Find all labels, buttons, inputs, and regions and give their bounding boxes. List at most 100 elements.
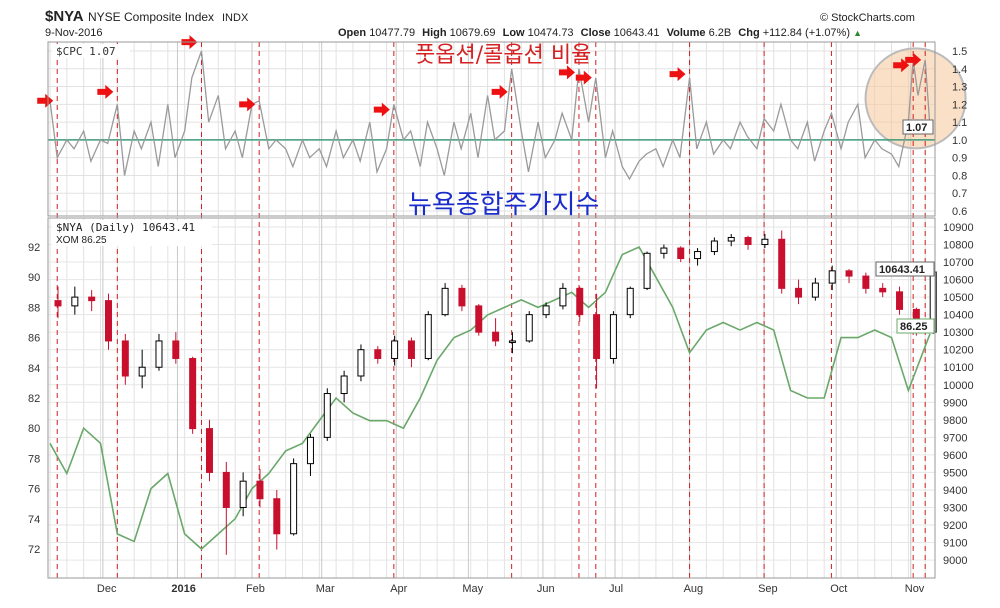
price-tick-label: 10200	[943, 345, 974, 357]
arrow-icon	[669, 67, 686, 82]
cpc-tick-label: 0.9	[952, 153, 967, 165]
low-value: 10474.73	[528, 27, 574, 39]
cpc-legend: $CPC 1.07	[56, 45, 116, 58]
cpc-tick-label: 1.3	[952, 82, 967, 94]
copyright: © StockCharts.com	[820, 12, 915, 24]
arrow-icon	[239, 97, 256, 112]
candle-down	[205, 428, 213, 473]
price-tick-label: 9900	[943, 397, 967, 409]
close-value: 10643.41	[614, 27, 660, 39]
price-tick-label: 10800	[943, 240, 974, 252]
arrow-icon	[558, 65, 575, 80]
x-tick-label: Nov	[905, 583, 925, 595]
candle-up	[626, 287, 634, 316]
x-tick-label: Feb	[246, 583, 265, 595]
candle-up	[424, 314, 432, 359]
x-tick-label: Sep	[758, 583, 778, 595]
candle-up	[609, 314, 617, 359]
price-tick-label: 9200	[943, 520, 967, 532]
candle-down	[104, 300, 112, 342]
candle-down	[593, 314, 601, 359]
arrow-icon	[373, 102, 390, 117]
price-tick-label: 10700	[943, 257, 974, 269]
high-label: High	[422, 27, 447, 39]
xom-legend: XOM 86.25	[56, 235, 107, 246]
candle-up	[559, 287, 567, 307]
candle-down	[222, 471, 230, 508]
cpc-panel	[48, 50, 935, 181]
candle-down	[256, 480, 264, 500]
candle-down	[475, 305, 483, 333]
cpc-legend-bg	[52, 44, 130, 58]
candle-up	[542, 305, 550, 316]
nya-legend: $NYA (Daily) 10643.41	[56, 221, 195, 234]
chg-value: +112.84 (+1.07%)	[763, 27, 850, 39]
candle-down	[458, 287, 466, 307]
low-label: Low	[503, 27, 525, 39]
volume-label: Volume	[667, 27, 706, 39]
top-panel-frame	[47, 41, 936, 217]
cpc-tick-label: 1.1	[952, 117, 967, 129]
open-label: Open	[338, 27, 366, 39]
x-tick-label: Jul	[609, 583, 623, 595]
candle-down	[273, 498, 281, 535]
candle-down	[88, 296, 96, 302]
candle-up	[340, 375, 348, 395]
x-tick-label: Oct	[830, 583, 847, 595]
price-tick-label: 10000	[943, 380, 974, 392]
candle-down	[189, 357, 197, 430]
x-tick-label: Dec	[97, 583, 117, 595]
xom-tick-label: 74	[28, 514, 40, 526]
price-tick-label: 9100	[943, 538, 967, 550]
cpc-last-tag: 1.07	[902, 119, 934, 135]
candle-up	[761, 238, 769, 246]
xom-tick-label: 90	[28, 272, 40, 284]
exchange: INDX	[222, 12, 249, 24]
cpc-line	[49, 50, 931, 181]
arrow-icon	[97, 84, 114, 99]
price-tick-label: 9800	[943, 415, 967, 427]
main-panel-frame	[47, 217, 936, 579]
close-label: Close	[581, 27, 611, 39]
price-tick-label: 9600	[943, 450, 967, 462]
candle-up	[306, 436, 314, 465]
xom-line	[49, 245, 931, 551]
main-legend-bg	[52, 220, 212, 246]
xom-tick-label: 82	[28, 393, 40, 405]
x-tick-label: Jun	[537, 583, 555, 595]
cpc-tick-label: 1.4	[952, 64, 967, 76]
candle-down	[896, 291, 904, 310]
candle-down	[374, 349, 382, 359]
xom-last-value: 86.25	[900, 321, 928, 333]
nya-last-value: 10643.41	[879, 264, 925, 276]
price-tick-label: 10100	[943, 362, 974, 374]
nyse-index-annotation: 뉴욕종합주가지수	[408, 190, 599, 220]
candle-down	[778, 238, 786, 289]
cpc-tick-label: 0.6	[952, 206, 967, 218]
chg-up-icon: ▲	[853, 28, 862, 38]
candle-down	[54, 300, 62, 307]
candle-up	[357, 349, 365, 377]
candle-down	[492, 331, 500, 342]
candle-down	[862, 275, 870, 289]
xom-last-tag: 86.25	[896, 318, 935, 334]
cpc-last-value: 1.07	[906, 122, 927, 134]
chart-date: 9-Nov-2016	[45, 27, 102, 39]
arrow-icon	[905, 52, 922, 67]
price-tick-label: 10500	[943, 292, 974, 304]
candle-up	[71, 296, 79, 307]
candle-up	[727, 237, 735, 242]
axes: 1.5 1.4 1.3 1.2 1.1 1.0 0.9 0.8 0.7 0.6 10900 10800…	[28, 46, 974, 595]
highlight-circle-shape	[864, 47, 967, 150]
price-tick-label: 10300	[943, 327, 974, 339]
xom-tick-label: 78	[28, 453, 40, 465]
candle-down	[677, 247, 685, 260]
candle-up	[828, 270, 836, 284]
candle-up	[239, 480, 247, 508]
cpc-tick-label: 1.2	[952, 99, 967, 111]
xom-tick-label: 86	[28, 333, 40, 345]
arrow-icon	[893, 58, 910, 73]
xom-series	[49, 245, 931, 551]
candle-down	[879, 287, 887, 293]
